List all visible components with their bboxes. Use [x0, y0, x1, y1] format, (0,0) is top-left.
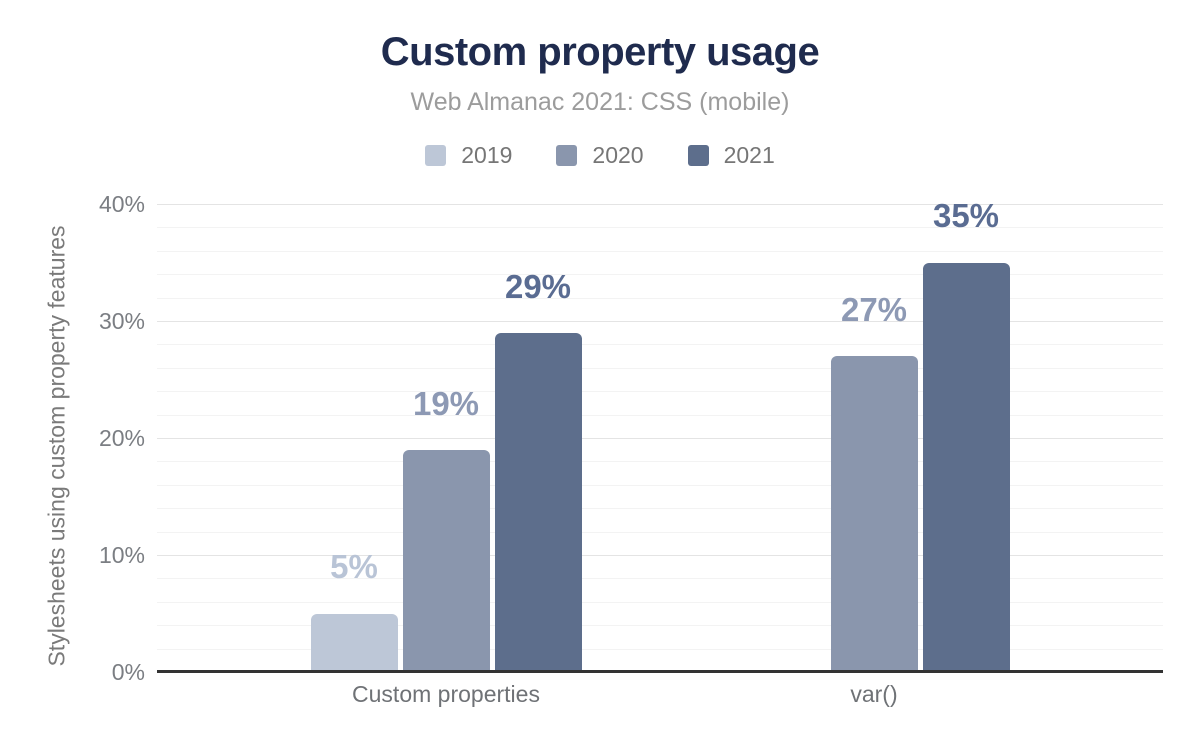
- gridline-minor: [157, 602, 1163, 603]
- gridline-minor: [157, 485, 1163, 486]
- gridline-minor: [157, 578, 1163, 579]
- y-tick-label: 0%: [111, 659, 145, 685]
- bar-2021-var-: [923, 263, 1010, 673]
- gridline-minor: [157, 649, 1163, 650]
- gridline-major: [157, 321, 1163, 322]
- gridline-major: [157, 204, 1163, 205]
- legend-swatch-2019: [425, 145, 447, 166]
- gridline-minor: [157, 298, 1163, 299]
- gridline-minor: [157, 344, 1163, 345]
- bar-value-label: 19%: [412, 385, 480, 422]
- legend-item-2019: 2019: [425, 142, 512, 169]
- y-tick-label: 10%: [98, 542, 145, 568]
- gridline-minor: [157, 415, 1163, 416]
- y-tick-label: 30%: [98, 308, 145, 334]
- gridline-minor: [157, 227, 1163, 228]
- legend-label: 2021: [723, 142, 775, 168]
- gridline-minor: [157, 625, 1163, 626]
- gridline-minor: [157, 251, 1163, 252]
- x-axis-line: [157, 670, 1163, 673]
- gridline-major: [157, 438, 1163, 439]
- bar-value-label: 5%: [330, 548, 378, 585]
- x-category-label: var(): [850, 681, 898, 707]
- chart-title: Custom property usage: [380, 30, 820, 74]
- gridline-minor: [157, 368, 1163, 369]
- legend-swatch-2021: [687, 145, 709, 166]
- gridline-minor: [157, 532, 1163, 533]
- x-category-label: Custom properties: [352, 681, 540, 707]
- y-tick-label: 20%: [98, 425, 145, 451]
- gridline-minor: [157, 274, 1163, 275]
- bar-value-label: 29%: [504, 268, 572, 305]
- legend-label: 2019: [461, 142, 513, 168]
- bar-value-label: 27%: [840, 291, 908, 328]
- legend-swatch-2020: [556, 145, 578, 166]
- bar-value-label: 35%: [932, 197, 1000, 234]
- bar-2021-custom-properties: [495, 333, 582, 672]
- gridline-major: [157, 555, 1163, 556]
- chart-legend: 2019 2020 2021: [0, 142, 1200, 169]
- y-tick-label: 40%: [98, 191, 145, 217]
- bar-2020-custom-properties: [403, 450, 490, 672]
- bar-2019-custom-properties: [311, 614, 398, 673]
- bar-2020-var-: [831, 356, 918, 672]
- chart-subtitle: Web Almanac 2021: CSS (mobile): [410, 88, 790, 116]
- legend-item-2021: 2021: [687, 142, 775, 169]
- gridline-minor: [157, 461, 1163, 462]
- legend-label: 2020: [592, 142, 644, 168]
- gridline-minor: [157, 391, 1163, 392]
- gridline-minor: [157, 508, 1163, 509]
- legend-item-2020: 2020: [556, 142, 644, 169]
